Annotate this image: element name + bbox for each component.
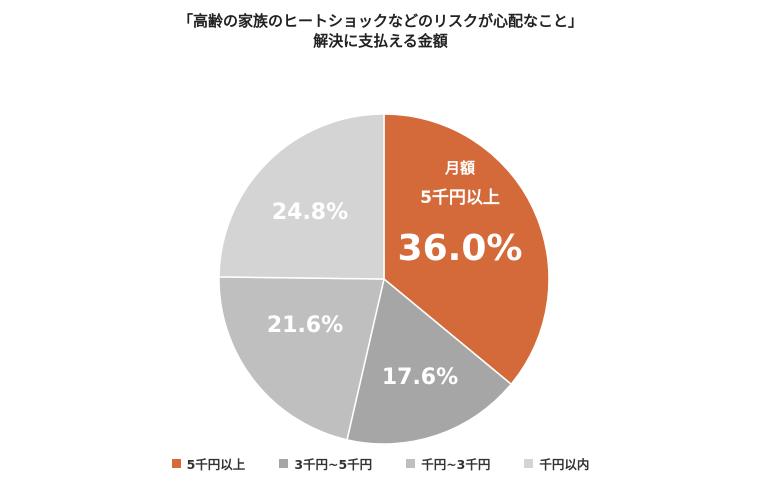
legend-label: 5千円以上 [186,457,246,472]
slice-5k-plus [383,113,550,386]
legend-swatch [279,459,289,468]
slice-under-1k [218,113,385,280]
slice-1k-3k [218,276,385,441]
chart-title-line1: 「高齢の家族のヒートショックなどのリスクが心配なこと」 [177,12,583,30]
legend-swatch [171,459,181,468]
slice-label-prefix2: 5千円以上 [420,188,500,208]
slice-label-3k-5k: 17.6% [381,365,459,390]
legend-label: 千円以内 [539,457,590,472]
legend-label: 3千円~5千円 [294,457,373,472]
legend-item-5k-plus: 5千円以上 [171,454,246,473]
legend: 5千円以上 3千円~5千円 千円~3千円 千円以内 [0,454,761,473]
legend-swatch [524,459,534,468]
chart-title-line2: 解決に支払える金額 [313,32,448,50]
legend-item-under-1k: 千円以内 [524,454,589,473]
legend-swatch [406,459,416,468]
slice-label-prefix1: 月額 [444,159,475,177]
legend-item-3k-5k: 3千円~5千円 [279,454,372,473]
slice-3k-5k [346,277,513,445]
legend-label: 千円~3千円 [421,457,491,472]
slice-label-5k-plus: 36.0% [397,228,523,269]
legend-item-1k-3k: 千円~3千円 [406,454,490,473]
slice-label-1k-3k: 21.6% [266,313,344,338]
slice-label-under-1k: 24.8% [271,200,349,225]
